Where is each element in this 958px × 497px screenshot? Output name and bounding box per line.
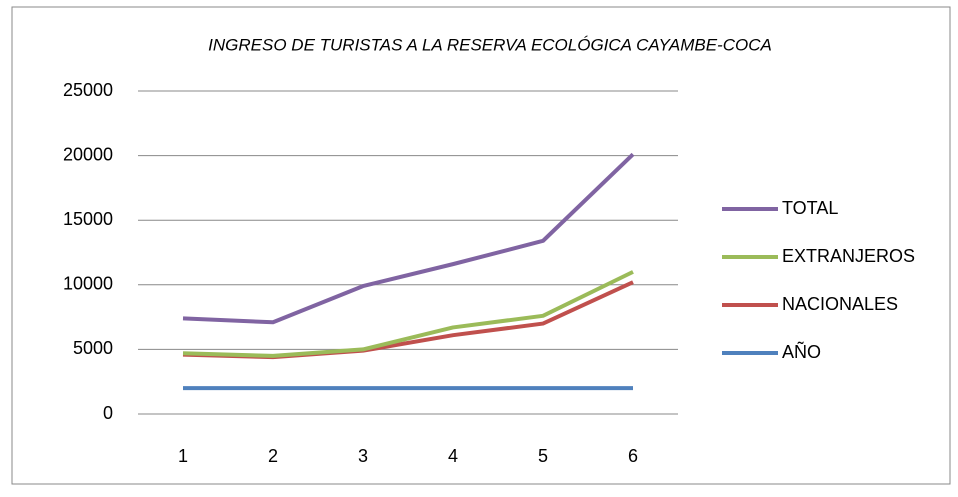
legend-label: NACIONALES xyxy=(782,294,898,314)
x-tick-label: 2 xyxy=(268,446,278,466)
chart-title: INGRESO DE TURISTAS A LA RESERVA ECOLÓGI… xyxy=(208,35,772,54)
y-tick-label: 5000 xyxy=(73,338,113,358)
y-tick-label: 25000 xyxy=(63,80,113,100)
legend-label: EXTRANJEROS xyxy=(782,246,915,266)
y-tick-label: 15000 xyxy=(63,209,113,229)
series-line xyxy=(182,152,635,325)
legend-label: TOTAL xyxy=(782,198,838,218)
x-tick-label: 5 xyxy=(538,446,548,466)
y-tick-label: 20000 xyxy=(63,144,113,164)
x-tick-label: 3 xyxy=(358,446,368,466)
legend-label: AÑO xyxy=(782,341,821,362)
series-line xyxy=(182,270,634,358)
x-tick-label: 4 xyxy=(448,446,458,466)
x-tick-label: 6 xyxy=(628,446,638,466)
y-tick-label: 10000 xyxy=(63,274,113,294)
x-tick-label: 1 xyxy=(178,446,188,466)
y-tick-label: 0 xyxy=(103,403,113,423)
chart-border xyxy=(11,6,951,485)
